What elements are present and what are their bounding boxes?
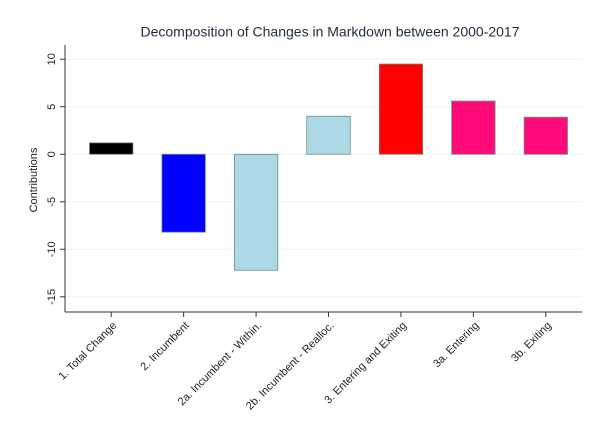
- y-tick-label: 10: [46, 53, 58, 65]
- y-tick-label: -15: [46, 289, 58, 305]
- bar: [89, 142, 134, 155]
- chart-title: Decomposition of Changes in Markdown bet…: [140, 24, 519, 40]
- y-tick-label: 5: [46, 104, 58, 110]
- y-axis-label: Contributions: [28, 147, 40, 212]
- bar: [378, 63, 424, 155]
- y-tick-label: -5: [46, 197, 58, 207]
- bar: [523, 116, 568, 155]
- y-tick-label: 0: [46, 151, 58, 157]
- bar: [161, 153, 206, 233]
- bar: [233, 153, 279, 271]
- bar: [306, 115, 351, 155]
- bar: [451, 100, 496, 155]
- y-tick-label: -10: [46, 241, 58, 257]
